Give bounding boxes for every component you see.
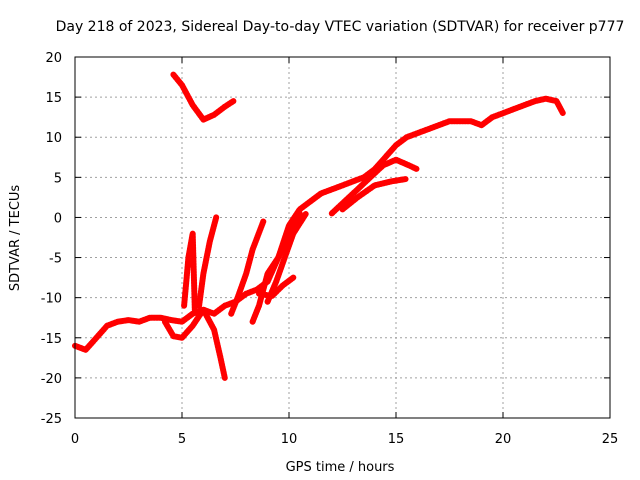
x-tick-label: 15 xyxy=(388,432,405,447)
series-arc-3 xyxy=(161,306,228,381)
series-arc-7 xyxy=(249,210,303,325)
series-arc-8 xyxy=(264,210,310,305)
series-arc-4 xyxy=(181,230,198,313)
series-arc-1 xyxy=(72,95,566,353)
x-tick-label: 10 xyxy=(281,432,298,447)
series-arc-6 xyxy=(228,218,267,317)
y-tick-label: -15 xyxy=(41,332,62,347)
grid xyxy=(75,57,610,418)
y-tick-label: 10 xyxy=(45,131,62,146)
y-tick-label: 5 xyxy=(54,171,62,186)
y-tick-label: -5 xyxy=(49,252,62,267)
x-tick-label: 20 xyxy=(495,432,512,447)
y-tick-label: -20 xyxy=(41,372,62,387)
series-arc-5 xyxy=(196,214,220,309)
plot-frame xyxy=(74,56,611,419)
ticks: 0 5 10 15 20 25 -25 -20 -15 -10 -5 0 5 10 15 20 xyxy=(41,51,619,447)
x-tick-label: 5 xyxy=(178,432,186,447)
y-tick-label: 20 xyxy=(45,51,62,66)
series-arc-10 xyxy=(328,156,421,217)
y-tick-label: -25 xyxy=(41,412,62,427)
x-tick-label: 25 xyxy=(602,432,619,447)
series-group xyxy=(72,71,566,381)
series-arc-11 xyxy=(339,175,410,213)
chart-title: Day 218 of 2023, Sidereal Day-to-day VTE… xyxy=(56,19,625,35)
series-arc-9 xyxy=(256,274,297,300)
series-arc-2 xyxy=(170,71,237,123)
y-tick-label: 15 xyxy=(45,91,62,106)
x-axis-label: GPS time / hours xyxy=(286,460,395,475)
y-tick-label: 0 xyxy=(54,211,62,226)
x-tick-label: 0 xyxy=(71,432,79,447)
y-axis-label: SDTVAR / TECUs xyxy=(8,185,23,292)
y-tick-label: -10 xyxy=(41,292,62,307)
